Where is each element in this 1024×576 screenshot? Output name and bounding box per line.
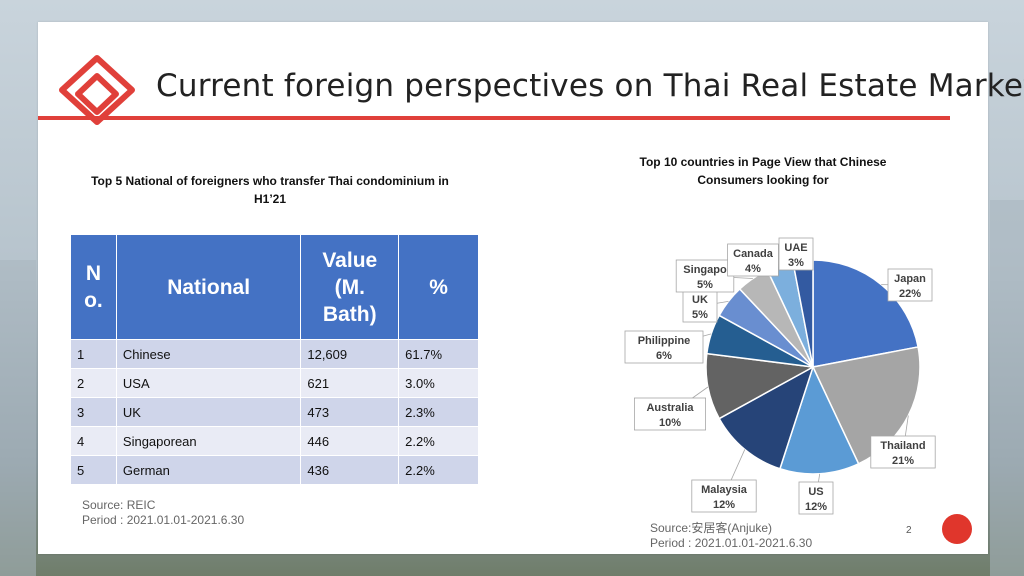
header-no: N o.: [70, 234, 117, 340]
cell-national: UK: [115, 397, 302, 427]
pie-label-box: [778, 237, 814, 271]
cell-no: 1: [70, 339, 117, 369]
slide: Current foreign perspectives on Thai Rea…: [38, 22, 1024, 554]
header-percent: %: [398, 234, 479, 340]
table-period-line: Period : 2021.01.01-2021.6.30: [82, 513, 245, 527]
pie-label-name: Singapo: [683, 264, 727, 276]
table-title-line-1: Top 5 National of foreigners who transfe…: [91, 174, 449, 188]
cell-national: Chinese: [115, 339, 302, 369]
pie-title-line-2: Consumers looking for: [697, 173, 829, 187]
pie-slice-us: [778, 364, 860, 475]
cell-value: 446: [300, 426, 400, 456]
pie-label-box: [634, 397, 706, 431]
cell-percent: 2.2%: [398, 426, 479, 456]
header-value: Value (M. Bath): [300, 234, 400, 340]
table-row: 4 Singaporean 446 2.2%: [70, 426, 479, 456]
table-row: 3 UK 473 2.3%: [70, 397, 479, 427]
cell-value: 621: [300, 368, 400, 398]
chart-source: Source:安居客(Anjuke) Period : 2021.01.01-2…: [650, 521, 812, 551]
pie-label-value: 22%: [899, 288, 921, 300]
cell-percent: 3.0%: [398, 368, 479, 398]
cell-no: 3: [70, 397, 117, 427]
slide-title: Current foreign perspectives on Thai Rea…: [156, 68, 1024, 104]
table-row: 5 German 436 2.2%: [70, 455, 479, 485]
pie-label-name: Philippine: [638, 335, 691, 347]
pie-label-box: [624, 330, 704, 364]
pie-label-name: UAE: [784, 242, 807, 254]
table-header-row: N o. National Value (M. Bath) %: [70, 234, 479, 340]
red-dot-marker: [942, 514, 972, 544]
cell-no: 5: [70, 455, 117, 485]
pie-label-box: [887, 268, 933, 302]
cell-percent: 2.2%: [398, 455, 479, 485]
cell-no: 2: [70, 368, 117, 398]
pie-label-box: [870, 435, 936, 469]
cell-percent: 2.3%: [398, 397, 479, 427]
pie-slice-thailand: [811, 346, 921, 465]
pie-label-value: 6%: [656, 350, 672, 362]
pie-label-name: Australia: [646, 402, 694, 414]
page-number: 2: [906, 525, 912, 536]
pie-label-box: [798, 481, 834, 515]
table-source-line: Source: REIC: [82, 498, 156, 512]
cell-percent: 61.7%: [398, 339, 479, 369]
pie-label-name: Canada: [733, 248, 774, 260]
table-source: Source: REIC Period : 2021.01.01-2021.6.…: [82, 498, 244, 528]
pie-label-box: [727, 243, 779, 277]
table-row: 1 Chinese 12,609 61.7%: [70, 339, 479, 369]
pie-label-value: 5%: [692, 309, 708, 321]
background-building: [0, 260, 36, 576]
pie-label-value: 3%: [788, 257, 804, 269]
cell-value: 473: [300, 397, 400, 427]
cell-value: 12,609: [300, 339, 400, 369]
pie-label-value: 12%: [713, 499, 735, 511]
chart-source-line: Source:安居客(Anjuke): [650, 521, 773, 535]
nationality-table: N o. National Value (M. Bath) % 1 Chines…: [70, 234, 479, 485]
cell-national: German: [115, 455, 302, 485]
pie-label-value: 4%: [745, 263, 761, 275]
pie-label-name: Japan: [894, 273, 926, 285]
pie-label-value: 12%: [805, 501, 827, 513]
company-logo-icon: [59, 55, 135, 125]
pie-label-value: 5%: [697, 279, 713, 291]
pie-chart: Japan 22% Thailand 21% US 12% Malaysia 12% Austr…: [624, 237, 936, 515]
cell-national: USA: [115, 368, 302, 398]
pie-label-name: US: [808, 486, 823, 498]
cell-no: 4: [70, 426, 117, 456]
cell-national: Singaporean: [115, 426, 302, 456]
chart-period-line: Period : 2021.01.01-2021.6.30: [650, 536, 813, 550]
pie-label-box: [691, 479, 757, 513]
pie-label-value: 10%: [659, 417, 681, 429]
header-national: National: [115, 234, 302, 340]
pie-label-name: Malaysia: [701, 484, 748, 496]
table-title-line-2: H1’21: [253, 192, 287, 206]
pie-label-box: [675, 259, 735, 293]
background-building: [990, 200, 1024, 576]
pie-chart-title: Top 10 countries in Page View that Chine…: [618, 153, 908, 189]
table-title: Top 5 National of foreigners who transfe…: [60, 172, 480, 208]
title-divider: [38, 116, 950, 120]
pie-label-name: UK: [692, 294, 708, 306]
table-row: 2 USA 621 3.0%: [70, 368, 479, 398]
cell-value: 436: [300, 455, 400, 485]
pie-label-value: 21%: [892, 455, 914, 467]
pie-label-name: Thailand: [880, 440, 925, 452]
pie-title-line-1: Top 10 countries in Page View that Chine…: [639, 155, 887, 169]
